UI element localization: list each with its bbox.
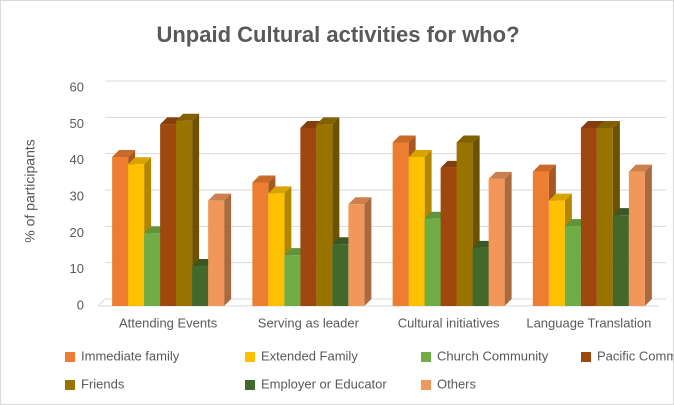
bar bbox=[408, 157, 425, 306]
bar bbox=[208, 200, 225, 306]
bar bbox=[252, 182, 269, 306]
bar bbox=[176, 120, 193, 306]
x-tick-label: Attending Events bbox=[119, 315, 218, 330]
y-tick-label: 10 bbox=[70, 261, 84, 276]
legend-swatch bbox=[65, 352, 75, 362]
legend-swatch bbox=[65, 380, 75, 390]
chart-title: Unpaid Cultural activities for who? bbox=[156, 22, 519, 47]
legend-label: Others bbox=[437, 376, 477, 391]
legend-label: Employer or Educator bbox=[261, 376, 387, 391]
bar bbox=[596, 127, 613, 306]
bar bbox=[112, 157, 129, 306]
bar-top bbox=[252, 175, 276, 183]
bar-side bbox=[192, 113, 200, 306]
bar-top bbox=[488, 171, 512, 179]
y-tick-label: 50 bbox=[70, 116, 84, 131]
bar-top bbox=[628, 164, 652, 172]
bar bbox=[332, 244, 349, 306]
bar-top bbox=[268, 186, 292, 194]
bar bbox=[392, 142, 409, 306]
legend-swatch bbox=[421, 380, 431, 390]
bar-top bbox=[176, 113, 200, 121]
x-tick-label: Cultural initiatives bbox=[398, 315, 500, 330]
bar-top bbox=[580, 120, 604, 128]
bar-top bbox=[456, 135, 480, 143]
bar-top bbox=[348, 197, 372, 205]
bar-top bbox=[208, 193, 232, 201]
y-tick-label: 40 bbox=[70, 152, 84, 167]
bar bbox=[532, 171, 549, 306]
bar-side bbox=[644, 164, 652, 306]
legend-label: Church Community bbox=[437, 348, 549, 363]
bar bbox=[456, 142, 473, 306]
bar bbox=[580, 127, 597, 306]
bar bbox=[160, 124, 177, 306]
bar-top bbox=[408, 150, 432, 158]
bar-top bbox=[112, 150, 136, 158]
y-tick-label: 0 bbox=[77, 297, 84, 312]
bar bbox=[144, 233, 161, 306]
bar bbox=[628, 171, 645, 306]
legend-label: Extended Family bbox=[261, 348, 358, 363]
bar bbox=[192, 266, 209, 306]
bar bbox=[440, 167, 457, 306]
x-tick-label: Language Translation bbox=[526, 315, 651, 330]
bar-top bbox=[316, 117, 340, 125]
legend-swatch bbox=[245, 380, 255, 390]
bar-top bbox=[128, 157, 152, 165]
bar bbox=[488, 178, 505, 306]
bar bbox=[316, 124, 333, 306]
bar bbox=[564, 226, 581, 306]
legend-swatch bbox=[581, 352, 591, 362]
y-tick-label: 20 bbox=[70, 225, 84, 240]
bar-side bbox=[224, 193, 232, 306]
bar bbox=[128, 164, 145, 306]
bar bbox=[472, 247, 489, 306]
bar-top bbox=[532, 164, 556, 172]
y-axis-label: % of participants bbox=[22, 139, 38, 243]
legend-label: Immediate family bbox=[81, 348, 180, 363]
legend-swatch bbox=[421, 352, 431, 362]
bar bbox=[548, 200, 565, 306]
bar-top bbox=[548, 193, 572, 201]
legend-label: Pacific Community bbox=[597, 348, 674, 363]
bar bbox=[612, 215, 629, 306]
bar-top bbox=[596, 120, 620, 128]
bar-top bbox=[392, 135, 416, 143]
bar-side bbox=[504, 171, 512, 306]
x-tick-label: Serving as leader bbox=[258, 315, 360, 330]
bar bbox=[300, 127, 317, 306]
bar bbox=[348, 204, 365, 306]
bar-side bbox=[364, 197, 372, 306]
legend-swatch bbox=[245, 352, 255, 362]
y-tick-label: 60 bbox=[70, 79, 84, 94]
bar bbox=[284, 255, 301, 306]
floor-edge bbox=[97, 298, 106, 307]
y-tick-label: 30 bbox=[70, 188, 84, 203]
bar bbox=[268, 193, 285, 306]
bar bbox=[424, 218, 441, 306]
legend-label: Friends bbox=[81, 376, 125, 391]
